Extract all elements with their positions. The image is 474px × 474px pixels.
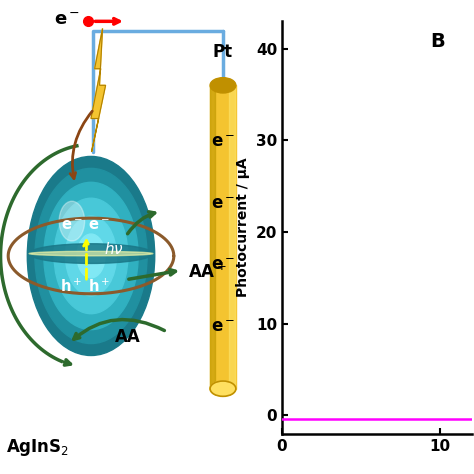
Text: AA$^+$: AA$^+$: [188, 263, 227, 282]
Circle shape: [44, 182, 138, 329]
Y-axis label: Photocurrent / μA: Photocurrent / μA: [236, 158, 250, 297]
Ellipse shape: [29, 244, 153, 264]
Circle shape: [54, 198, 128, 314]
Ellipse shape: [29, 251, 153, 256]
Text: h$^+$: h$^+$: [60, 278, 82, 295]
Bar: [210, 85, 236, 389]
Text: e$^-$: e$^-$: [211, 318, 235, 336]
Circle shape: [35, 168, 147, 344]
Text: e$^-$: e$^-$: [211, 195, 235, 213]
Text: h$^+$: h$^+$: [88, 278, 109, 295]
Text: e$^-$: e$^-$: [211, 256, 235, 274]
Bar: [229, 85, 235, 389]
Text: AA: AA: [115, 328, 141, 346]
Text: AgInS$_2$: AgInS$_2$: [6, 438, 69, 458]
Text: e$^-$: e$^-$: [88, 218, 109, 233]
Bar: [210, 85, 215, 389]
Ellipse shape: [210, 381, 236, 396]
Circle shape: [59, 201, 85, 241]
Circle shape: [27, 156, 155, 356]
Text: B: B: [430, 32, 445, 52]
Polygon shape: [91, 28, 106, 152]
Text: e$^-$: e$^-$: [211, 133, 235, 151]
Text: Pt: Pt: [213, 43, 233, 61]
Circle shape: [77, 234, 105, 278]
Text: e$^-$: e$^-$: [54, 11, 80, 29]
Text: e$^-$: e$^-$: [61, 218, 82, 233]
Ellipse shape: [210, 78, 236, 93]
Text: $h\nu$: $h\nu$: [104, 241, 124, 257]
Circle shape: [65, 216, 117, 296]
